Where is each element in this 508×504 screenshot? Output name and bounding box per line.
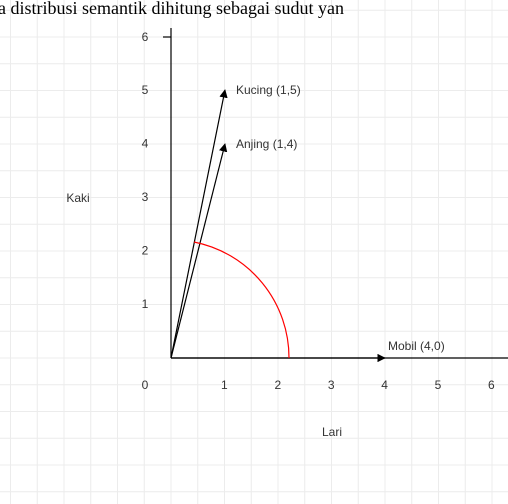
x-tick-label: 4 [381,378,388,392]
y-tick-label: 6 [142,30,149,44]
y-axis-label: Kaki [66,191,89,205]
vector-label: Anjing (1,4) [236,137,297,151]
vector-label: Kucing (1,5) [236,83,301,97]
x-axis-label: Lari [322,425,342,439]
x-tick-label: 1 [221,378,228,392]
y-tick-label: 3 [142,190,149,204]
y-tick-label: 1 [142,297,149,311]
x-tick-label: 3 [328,378,335,392]
vector-label: Mobil (4,0) [388,339,445,353]
vector-arrow [170,89,228,359]
y-tick-label: 5 [142,83,149,97]
x-tick-label: 2 [274,378,281,392]
x-tick-label: 6 [488,378,495,392]
vector-arrow [170,143,228,359]
origin-label: 0 [142,378,149,392]
y-tick-label: 4 [142,137,149,151]
y-tick-label: 2 [142,243,149,257]
x-tick-label: 5 [435,378,442,392]
angle-arc [193,241,290,359]
caption: a distribusi semantik dihitung sebagai s… [0,0,344,18]
